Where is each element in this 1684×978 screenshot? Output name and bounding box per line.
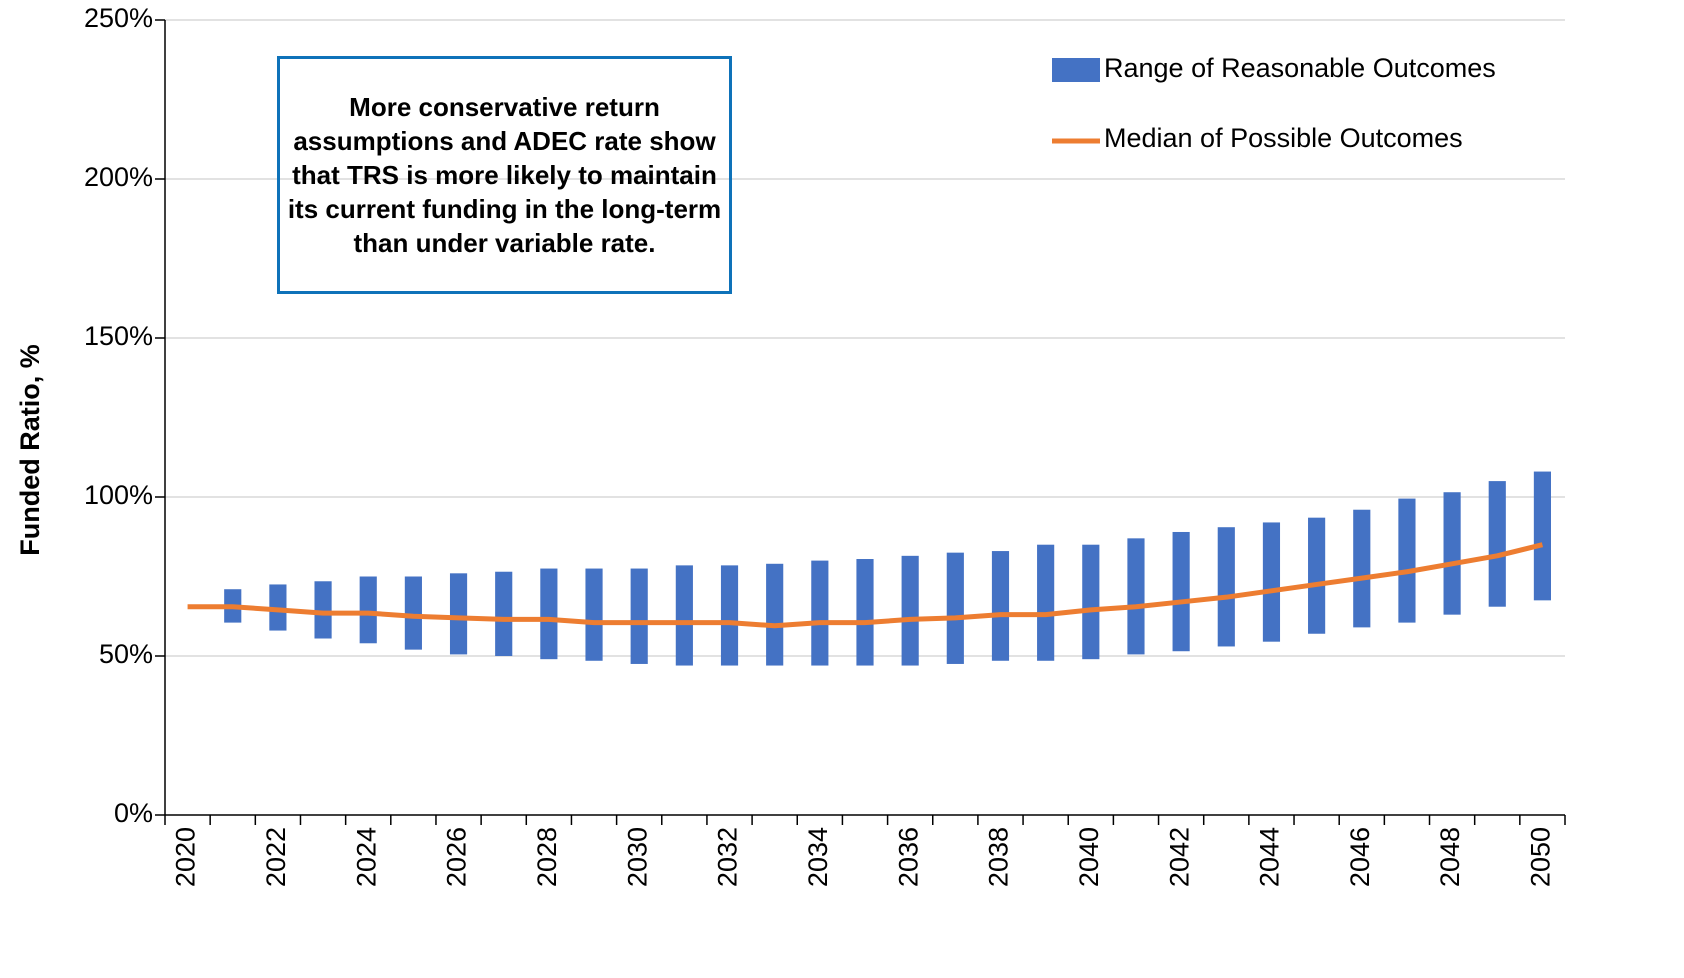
range-bar: [856, 559, 874, 666]
legend-swatch: [1052, 58, 1100, 82]
range-bar: [1533, 471, 1551, 601]
x-tick-label: 2034: [803, 827, 833, 887]
range-bar: [1488, 481, 1506, 607]
x-tick-label: 2044: [1255, 827, 1285, 887]
range-bar: [359, 576, 377, 644]
range-bar: [766, 563, 784, 666]
range-bar: [449, 573, 468, 655]
range-bar: [585, 568, 603, 661]
range-bar: [991, 551, 1010, 661]
legend-label: Range of Reasonable Outcomes: [1104, 53, 1496, 83]
x-tick-label: 2032: [713, 827, 743, 887]
x-tick-label: 2022: [261, 827, 291, 887]
x-tick-label: 2028: [532, 827, 562, 887]
range-bar: [1262, 522, 1281, 642]
range-bar: [811, 560, 829, 666]
range-bar: [901, 555, 919, 666]
range-bar: [720, 565, 739, 666]
y-axis-label: Funded Ratio, %: [15, 344, 45, 556]
legend-label: Median of Possible Outcomes: [1104, 123, 1463, 153]
x-tick-label: 2036: [893, 827, 923, 887]
range-bar: [1443, 492, 1461, 615]
range-bar: [314, 581, 332, 639]
range-bar: [1217, 527, 1235, 647]
range-bar: [1037, 544, 1055, 661]
y-tick-label: 100%: [84, 480, 153, 510]
y-tick-label: 200%: [84, 162, 153, 192]
range-bar: [495, 571, 513, 656]
x-tick-label: 2042: [1164, 827, 1194, 887]
range-bar: [1308, 517, 1326, 634]
range-bar: [540, 568, 558, 660]
range-bar: [946, 552, 964, 664]
x-tick-label: 2024: [351, 827, 381, 887]
range-bar: [630, 568, 648, 664]
annotation: More conservative return assumptions and…: [277, 56, 732, 294]
x-tick-label: 2030: [622, 827, 652, 887]
range-bar: [1353, 509, 1371, 628]
x-tick-label: 2048: [1435, 827, 1465, 887]
y-tick-label: 250%: [84, 3, 153, 33]
y-tick-label: 150%: [84, 321, 153, 351]
range-bar: [1398, 498, 1416, 623]
range-bar: [1082, 544, 1100, 660]
x-tick-label: 2040: [1074, 827, 1104, 887]
range-bar: [1172, 531, 1190, 652]
x-tick-label: 2038: [984, 827, 1014, 887]
x-tick-label: 2020: [171, 827, 201, 887]
y-tick-label: 0%: [114, 798, 153, 828]
range-bar: [404, 576, 422, 650]
range-bar: [1127, 538, 1145, 655]
x-tick-label: 2050: [1526, 827, 1556, 887]
median-line: [187, 542, 1544, 629]
y-tick-label: 50%: [99, 639, 153, 669]
x-tick-label: 2026: [442, 827, 472, 887]
range-bar: [675, 565, 693, 666]
x-tick-label: 2046: [1345, 827, 1375, 887]
